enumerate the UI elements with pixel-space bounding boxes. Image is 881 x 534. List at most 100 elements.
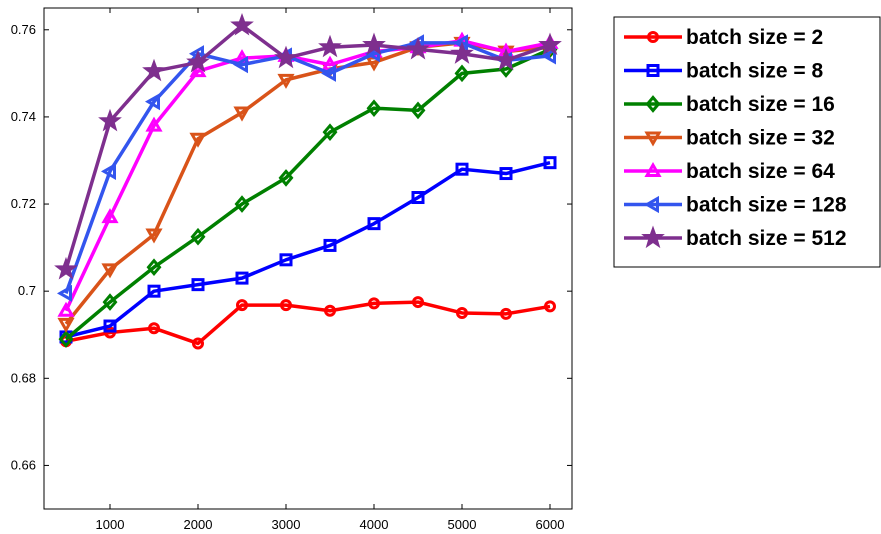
- series-5: [56, 34, 556, 302]
- y-tick-label: 0.72: [11, 196, 36, 211]
- data-point: [146, 258, 162, 277]
- data-point: [144, 93, 160, 111]
- data-point: [544, 300, 556, 313]
- y-tick-label: 0.76: [11, 22, 36, 37]
- series-line: [64, 41, 551, 294]
- data-point: [367, 217, 381, 231]
- data-point: [543, 156, 557, 170]
- series-0: [60, 296, 556, 350]
- series-3: [57, 36, 559, 333]
- data-point: [494, 47, 518, 71]
- data-point: [368, 297, 380, 310]
- series-2: [58, 40, 558, 348]
- data-point: [189, 132, 207, 148]
- data-point: [145, 228, 163, 244]
- data-point: [101, 208, 119, 224]
- x-tick-label: 4000: [360, 517, 389, 532]
- y-tick-label: 0.74: [11, 109, 36, 124]
- data-point: [320, 64, 336, 82]
- y-tick-label: 0.7: [18, 283, 36, 298]
- x-tick-label: 2000: [184, 517, 213, 532]
- legend-item: batch size = 128: [624, 194, 847, 217]
- data-point: [364, 45, 380, 63]
- series-line: [64, 38, 551, 312]
- data-point: [455, 162, 469, 176]
- data-point: [98, 108, 122, 132]
- legend-item: batch size = 64: [624, 160, 835, 183]
- legend-item: batch size = 512: [624, 225, 847, 250]
- data-point: [454, 64, 470, 83]
- data-point: [54, 256, 78, 280]
- series-line: [65, 300, 551, 346]
- data-point: [540, 47, 556, 65]
- data-point: [280, 299, 292, 312]
- legend-label: batch size = 32: [686, 127, 835, 150]
- legend-label: batch size = 16: [686, 93, 835, 116]
- data-point: [279, 253, 293, 267]
- data-point: [230, 12, 254, 36]
- legend-marker: [645, 95, 661, 113]
- data-point: [274, 45, 298, 69]
- series-1: [59, 156, 557, 344]
- series-line: [64, 41, 551, 325]
- data-point: [318, 34, 342, 58]
- data-point: [538, 32, 562, 56]
- legend-label: batch size = 64: [686, 160, 835, 183]
- data-point: [278, 169, 294, 187]
- data-point: [411, 191, 425, 205]
- series-line: [65, 160, 551, 339]
- data-point: [145, 116, 163, 132]
- data-point: [323, 238, 337, 252]
- x-tick-label: 6000: [536, 517, 565, 532]
- x-tick-label: 5000: [448, 517, 477, 532]
- data-point: [456, 306, 468, 319]
- plot-frame: [43, 7, 573, 510]
- legend-label: batch size = 8: [686, 60, 823, 83]
- data-point: [189, 62, 207, 78]
- data-point: [102, 293, 118, 311]
- data-point: [190, 227, 206, 246]
- series-line: [64, 23, 551, 270]
- data-point: [192, 337, 204, 350]
- legend-marker: [644, 131, 662, 147]
- y-tick-label: 0.66: [11, 457, 36, 472]
- data-point: [410, 101, 426, 120]
- data-point: [366, 99, 382, 118]
- data-point: [277, 73, 295, 89]
- series-line: [64, 47, 551, 341]
- data-point: [186, 49, 210, 73]
- data-point: [324, 304, 336, 317]
- data-point: [57, 317, 75, 333]
- legend-marker: [646, 64, 660, 77]
- legend-item: batch size = 8: [624, 60, 823, 83]
- y-tick-label: 0.68: [11, 370, 36, 385]
- data-point: [499, 167, 513, 181]
- legend-marker: [643, 195, 659, 214]
- data-point: [322, 123, 338, 141]
- legend-marker: [644, 161, 662, 177]
- legend-marker: [641, 225, 665, 249]
- legend-item: batch size = 2: [624, 26, 823, 49]
- data-point: [406, 36, 430, 60]
- data-point: [450, 41, 474, 64]
- legend-label: batch size = 2: [686, 26, 823, 49]
- data-point: [100, 162, 116, 180]
- data-point: [233, 106, 251, 122]
- data-point: [232, 56, 248, 74]
- data-point: [142, 58, 166, 82]
- data-point: [56, 284, 72, 302]
- data-point: [412, 296, 424, 309]
- legend-item: batch size = 32: [624, 127, 835, 150]
- data-point: [101, 263, 119, 279]
- data-point: [147, 284, 161, 298]
- data-point: [191, 278, 205, 292]
- data-point: [234, 195, 250, 213]
- legend-box: [613, 16, 881, 268]
- legend-label: batch size = 512: [686, 227, 847, 250]
- data-point: [103, 319, 117, 333]
- data-point: [500, 307, 512, 320]
- x-tick-label: 1000: [96, 517, 125, 532]
- data-point: [57, 301, 75, 317]
- legend-item: batch size = 16: [624, 93, 835, 116]
